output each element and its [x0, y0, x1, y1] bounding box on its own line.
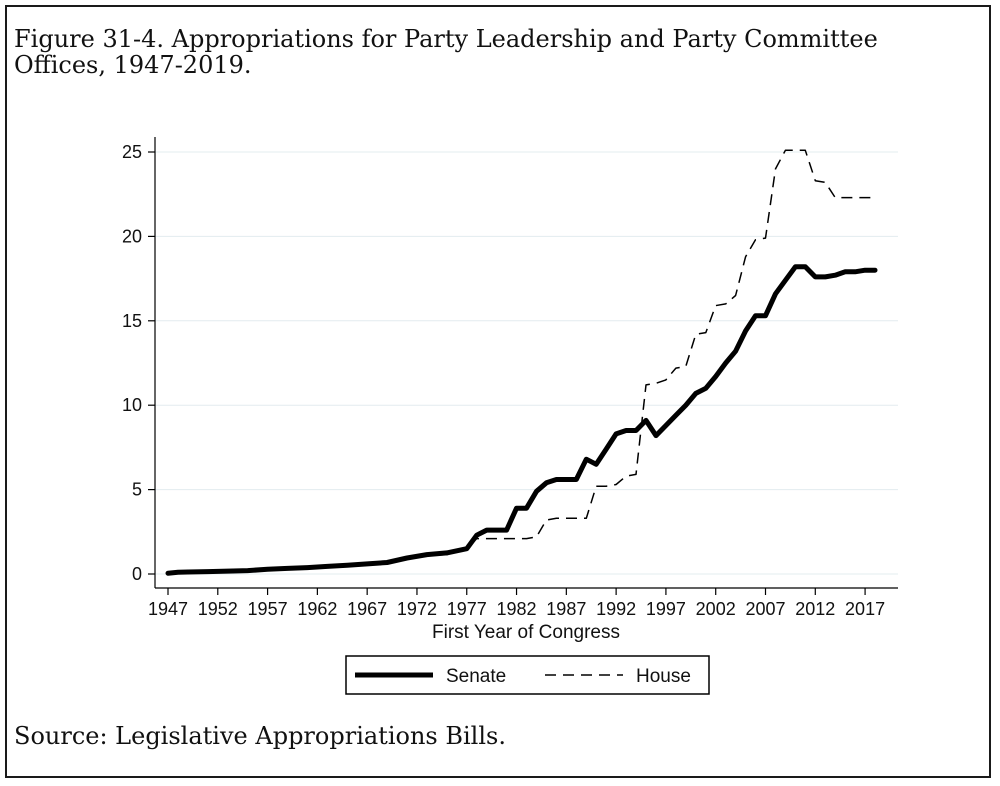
y-ticks: 0 5 10 15 20 25	[122, 142, 155, 584]
x-tick-label-1952: 1952	[198, 599, 238, 619]
x-tick-label-1987: 1987	[546, 599, 586, 619]
figure-source: Source: Legislative Appropriations Bills…	[14, 722, 506, 750]
x-tick-label-1992: 1992	[596, 599, 636, 619]
x-tick-label-1977: 1977	[447, 599, 487, 619]
x-tick-label-1957: 1957	[248, 599, 288, 619]
series-lines	[165, 149, 878, 576]
x-tick-label-2002: 2002	[696, 599, 736, 619]
x-tick-label-1972: 1972	[397, 599, 437, 619]
x-tick-label-1947: 1947	[148, 599, 188, 619]
x-tick-label-1962: 1962	[297, 599, 337, 619]
x-ticks: 1947 1952 1957 1962 1967 1972 1977 1982 1987 1992…	[148, 588, 885, 619]
y-tick-label-25: 25	[122, 142, 142, 162]
y-tick-label-5: 5	[132, 480, 142, 500]
y-tick-label-10: 10	[122, 395, 142, 415]
x-axis-title: First Year of Congress	[432, 622, 620, 643]
series-line-senate	[165, 264, 878, 576]
gridlines	[155, 151, 898, 575]
x-tick-label-2007: 2007	[745, 599, 785, 619]
y-tick-label-0: 0	[132, 564, 142, 584]
series-line-house	[167, 149, 875, 574]
figure-caption: Figure 31-4. Appropriations for Party Le…	[14, 25, 878, 79]
axes	[154, 137, 898, 589]
x-tick-label-1982: 1982	[497, 599, 537, 619]
y-tick-label-15: 15	[122, 311, 142, 331]
x-tick-label-2012: 2012	[795, 599, 835, 619]
x-tick-label-1997: 1997	[646, 599, 686, 619]
figure-frame	[5, 5, 991, 778]
legend-label-senate: Senate	[446, 666, 506, 687]
x-tick-label-1967: 1967	[347, 599, 387, 619]
legend: Senate House	[345, 655, 710, 695]
y-tick-label-20: 20	[122, 226, 142, 246]
legend-label-house: House	[636, 666, 691, 687]
x-tick-label-2017: 2017	[845, 599, 885, 619]
